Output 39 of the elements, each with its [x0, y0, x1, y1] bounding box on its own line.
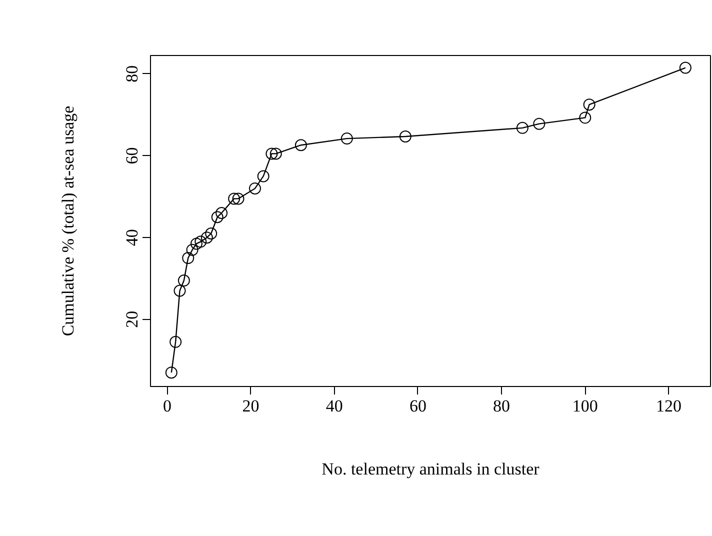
point — [583, 98, 596, 111]
y-tick-label: 20 — [122, 310, 142, 328]
point — [186, 244, 198, 256]
point — [294, 139, 307, 152]
point — [216, 207, 228, 220]
point — [228, 192, 240, 205]
y-axis-title: Cumulative % (total) at-sea usage — [58, 106, 78, 336]
x-tick-label: 20 — [242, 396, 260, 416]
point — [270, 148, 282, 160]
point — [257, 170, 270, 182]
y-tick-label: 40 — [122, 229, 142, 246]
point — [205, 227, 218, 240]
x-tick-label: 80 — [493, 396, 510, 416]
point — [200, 232, 213, 244]
point — [211, 211, 224, 224]
point — [579, 112, 592, 124]
point — [174, 284, 186, 297]
point — [170, 336, 182, 348]
y-tick-label: 80 — [122, 65, 142, 82]
x-tick-label: 120 — [656, 396, 682, 416]
point — [516, 122, 528, 134]
point — [248, 182, 261, 194]
x-axis-title: No. telemetry animals in cluster — [322, 460, 540, 478]
point — [266, 148, 278, 160]
point — [679, 62, 692, 74]
point — [190, 238, 202, 250]
point — [399, 130, 412, 142]
point — [340, 132, 353, 145]
point — [533, 118, 546, 130]
point — [165, 366, 178, 379]
x-tick-label: 40 — [326, 396, 343, 416]
x-tick-label: 60 — [409, 396, 426, 416]
y-tick-label: 60 — [122, 147, 142, 164]
point — [232, 192, 244, 205]
x-tick-label: 0 — [162, 396, 172, 416]
point — [182, 252, 194, 264]
point — [178, 274, 190, 287]
x-tick-label: 100 — [572, 396, 598, 416]
point — [194, 236, 207, 248]
